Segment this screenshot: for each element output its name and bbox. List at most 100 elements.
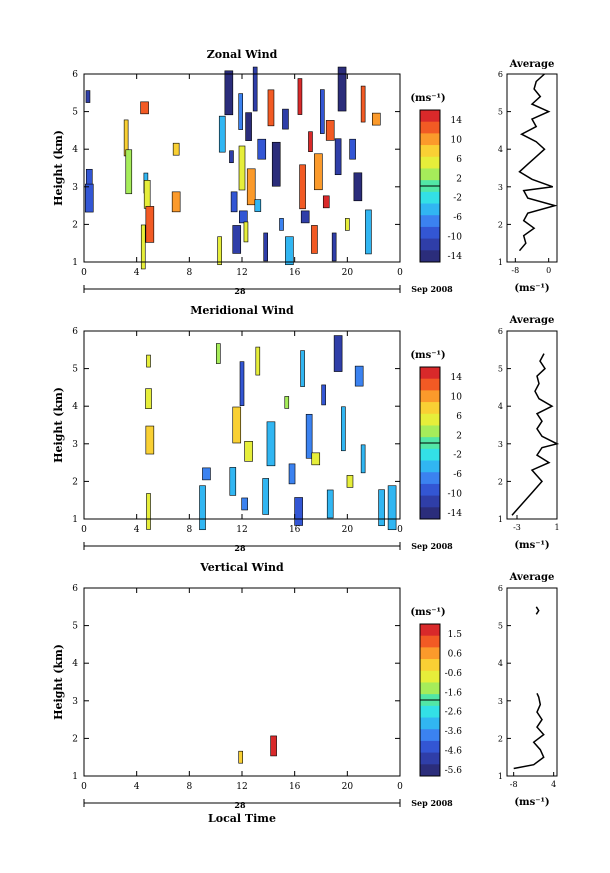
chart-title: Meridional Wind: [190, 304, 294, 317]
data-cell: [241, 497, 248, 511]
x-tick-label: 8: [186, 525, 192, 535]
average-title: Average: [509, 59, 555, 70]
colorbar-segment: [420, 250, 440, 263]
data-cell: [140, 224, 146, 270]
y-tick-label: 5: [72, 108, 78, 118]
data-cell: [299, 164, 306, 210]
colorbar-segment: [420, 425, 440, 438]
y-tick-label: 1: [72, 772, 78, 782]
data-cell: [199, 485, 206, 531]
average-profile-line: [518, 73, 558, 252]
average-frame: [506, 587, 558, 777]
y-tick-label: 4: [72, 659, 78, 669]
x-tick-label: 16: [289, 268, 301, 278]
x-tick-label: 16: [289, 782, 301, 792]
data-cell: [254, 199, 262, 212]
colorbar-segment: [420, 729, 440, 742]
panel-2: [83, 330, 560, 550]
data-cell: [238, 750, 243, 764]
colorbar-tick-label: -4.6: [445, 747, 463, 757]
data-cell: [279, 218, 284, 231]
data-cell: [145, 206, 155, 243]
y-tick-label: 2: [72, 734, 78, 744]
colorbar-tick-label: 6: [456, 412, 462, 422]
colorbar-tick-label: -0.6: [445, 669, 463, 679]
data-cell: [146, 493, 151, 530]
colorbar-tick-label: 6: [456, 155, 462, 165]
chart-title: Zonal Wind: [207, 48, 278, 61]
colorbar-segment: [420, 647, 440, 660]
data-cell: [252, 66, 258, 112]
y-tick-label: 6: [72, 584, 78, 594]
y-tick-label: 3: [72, 440, 78, 450]
data-cell: [378, 489, 385, 527]
average-profile-line: [535, 606, 540, 615]
month-label: Sep 2008: [411, 541, 453, 551]
plot-frame: [83, 587, 401, 777]
data-cell: [243, 221, 249, 243]
colorbar-tick-label: -14: [448, 509, 463, 519]
data-cell: [294, 497, 303, 526]
data-cell: [172, 142, 180, 156]
month-label: Sep 2008: [411, 798, 453, 808]
colorbar-segment: [420, 238, 440, 251]
colorbar-segment: [420, 156, 440, 169]
avg-y-tick-label: 5: [498, 108, 503, 117]
colorbar-tick-label: -6: [453, 470, 462, 480]
x-tick-label: 4: [134, 782, 140, 792]
colorbar-segment: [420, 624, 440, 637]
colorbar-tick-label: -2: [453, 451, 462, 461]
x-tick-label: 4: [134, 525, 140, 535]
colorbar-segment: [420, 390, 440, 403]
data-cell: [297, 78, 303, 115]
data-cell: [321, 384, 326, 406]
colorbar-segment: [420, 705, 440, 719]
data-cell: [314, 153, 323, 191]
data-cell: [365, 209, 372, 255]
data-cell: [322, 195, 330, 209]
data-cell: [346, 475, 354, 488]
data-cell: [239, 361, 245, 406]
x-tick-label: 16: [289, 525, 301, 535]
date-label: 28: [234, 800, 246, 810]
colorbar-tick-label: -2.6: [445, 708, 463, 718]
colorbar-segment: [420, 110, 440, 123]
colorbar-tick-label: -5.6: [445, 766, 463, 776]
data-cell: [246, 168, 256, 206]
x-tick-label: 8: [186, 268, 192, 278]
avg-x-label: (ms⁻¹): [514, 540, 549, 551]
y-tick-label: 1: [72, 515, 78, 525]
data-cell: [326, 489, 334, 519]
avg-y-tick-label: 3: [498, 697, 503, 706]
colorbar-segment: [420, 635, 440, 648]
data-cell: [125, 149, 133, 195]
data-cell: [229, 467, 237, 496]
avg-y-tick-label: 5: [498, 365, 503, 374]
colorbar-tick-label: -10: [448, 490, 463, 500]
data-patches: [145, 335, 397, 531]
data-cell: [305, 413, 313, 459]
chart-title: Vertical Wind: [199, 561, 284, 574]
x-tick-label: 0: [81, 268, 87, 278]
data-cell: [146, 354, 151, 368]
data-cell: [245, 112, 252, 141]
colorbar-segment: [420, 460, 440, 473]
data-cell: [371, 112, 381, 126]
data-cell: [84, 183, 94, 213]
y-tick-label: 2: [72, 477, 78, 487]
data-cell: [217, 236, 222, 266]
data-cell: [360, 444, 366, 474]
data-cell: [216, 343, 221, 364]
date-label: 28: [234, 286, 246, 296]
colorbar-tick-label: 2: [456, 431, 462, 441]
colorbar-segment: [420, 507, 440, 520]
data-cell: [218, 115, 226, 153]
avg-y-tick-label: 6: [498, 584, 503, 593]
data-cell: [244, 441, 253, 462]
colorbar-unit: (ms⁻¹): [410, 607, 445, 618]
y-tick-label: 6: [72, 70, 78, 80]
x-tick-label: 12: [236, 782, 247, 792]
x-tick-label: 8: [186, 782, 192, 792]
avg-x-label: (ms⁻¹): [514, 797, 549, 808]
data-cell: [349, 138, 356, 160]
